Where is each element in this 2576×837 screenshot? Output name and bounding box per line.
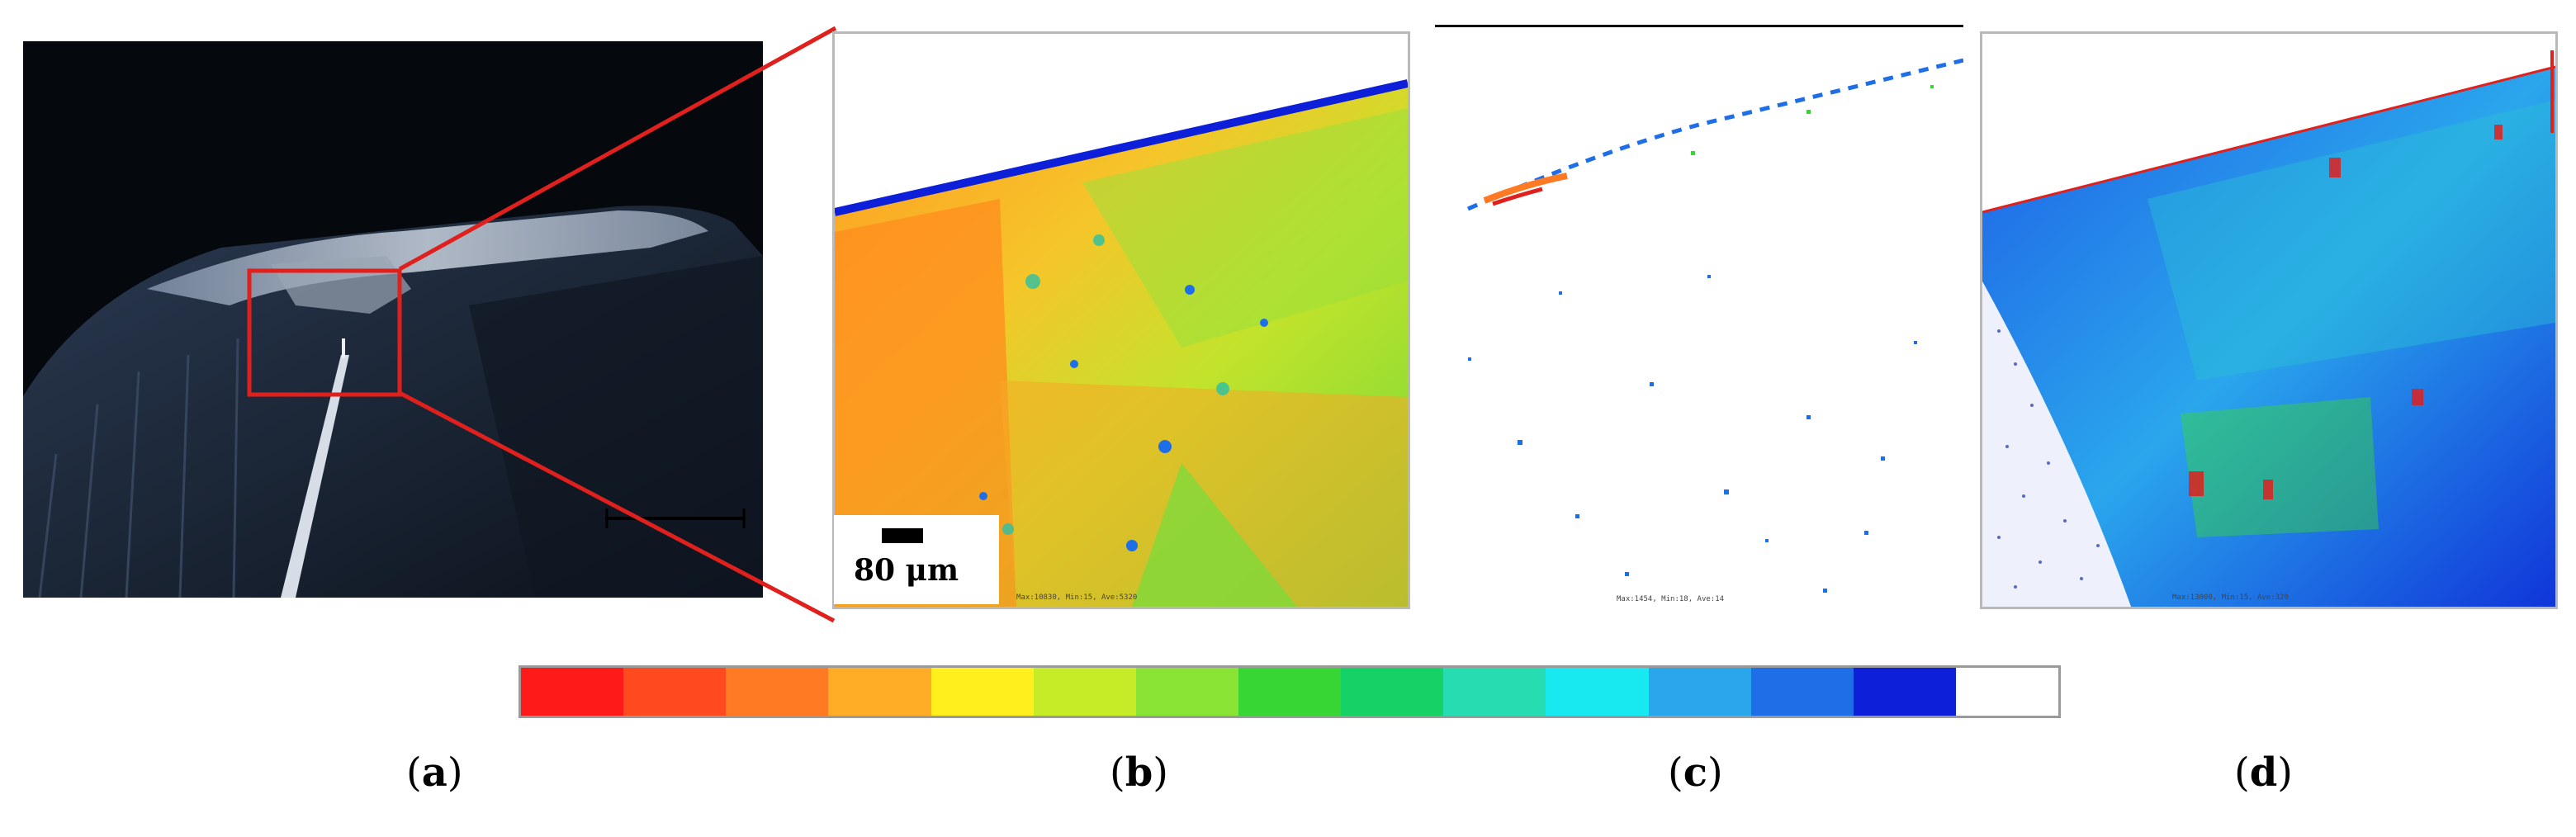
color-legend-segment xyxy=(1135,668,1238,716)
map-footer-b: Max:10830, Min:15, Ave:5320 xyxy=(1016,593,1138,602)
tool-edge-photo xyxy=(23,41,763,598)
panel-label-a: (a) xyxy=(406,750,463,796)
color-legend-bar xyxy=(519,665,2061,718)
panel-label-c: (c) xyxy=(1668,750,1723,796)
color-legend-segment xyxy=(1341,668,1444,716)
map-footer-c: Max:1454, Min:18, Ave:14 xyxy=(1617,595,1725,603)
color-legend-segment xyxy=(1033,668,1136,716)
color-legend-segment xyxy=(1443,668,1546,716)
color-legend-segment xyxy=(930,668,1034,716)
orientation-map-b: Max:10830, Min:15, Ave:5320 xyxy=(832,31,1410,609)
color-legend-segment xyxy=(1238,668,1342,716)
scale-bar: 80 μm xyxy=(834,515,999,604)
tool-edge-photo-drawing xyxy=(23,41,763,598)
scale-bar-line xyxy=(882,528,923,543)
panel-label-d: (d) xyxy=(2234,750,2294,796)
color-legend-segment xyxy=(1546,668,1649,716)
orientation-map-c: Max:1454, Min:18, Ave:14 xyxy=(1435,25,1963,607)
scale-bar-label: 80 μm xyxy=(854,553,959,588)
color-legend-segment xyxy=(726,668,829,716)
color-legend-segment xyxy=(828,668,931,716)
color-legend-segment xyxy=(1853,668,1956,716)
color-legend-segment xyxy=(521,668,624,716)
orientation-map-d: Max:13000, Min:15, Ave:320 xyxy=(1980,31,2558,609)
color-legend-segment xyxy=(1648,668,1751,716)
zoom-region-box xyxy=(247,268,402,397)
panel-label-b: (b) xyxy=(1110,750,1169,796)
map-footer-d: Max:13000, Min:15, Ave:320 xyxy=(2172,593,2289,602)
color-legend-segment xyxy=(1750,668,1854,716)
color-legend-segment xyxy=(1955,668,2059,716)
color-legend-segment xyxy=(623,668,727,716)
